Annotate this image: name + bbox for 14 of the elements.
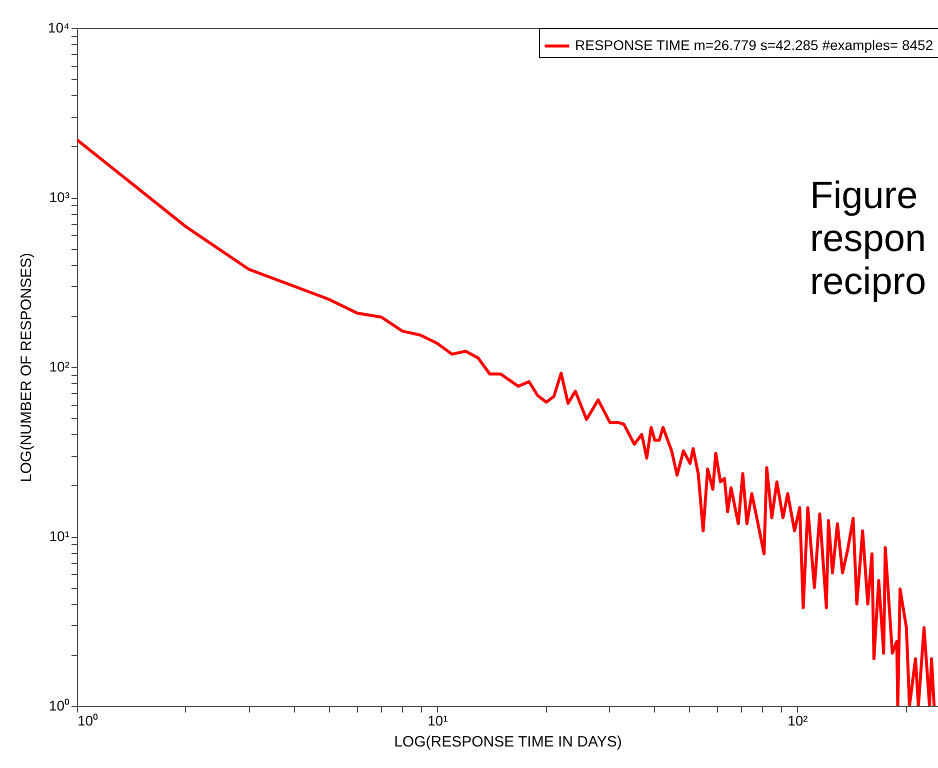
y-axis-title: LOG(NUMBER OF RESPONSES) [18,252,35,482]
annotation: Figure [810,175,918,217]
y-tick-label: 10¹ [49,528,70,544]
y-tick-label: 10⁰ [48,698,70,714]
legend-label: RESPONSE TIME m=26.779 s=42.285 #examples= 8452 [575,37,934,53]
y-tick-label: 10³ [49,189,70,205]
annotation: respon [810,218,926,260]
x-tick-label: 10² [788,712,808,728]
annotation: recipro [810,261,926,303]
y-tick-label: 10⁴ [48,20,70,36]
x-tick-label: 10¹ [427,712,448,728]
y-tick-label: 10² [49,358,70,374]
x-axis-title: LOG(RESPONSE TIME IN DAYS) [394,734,622,750]
x-tick-label: 10⁰ [78,712,98,728]
